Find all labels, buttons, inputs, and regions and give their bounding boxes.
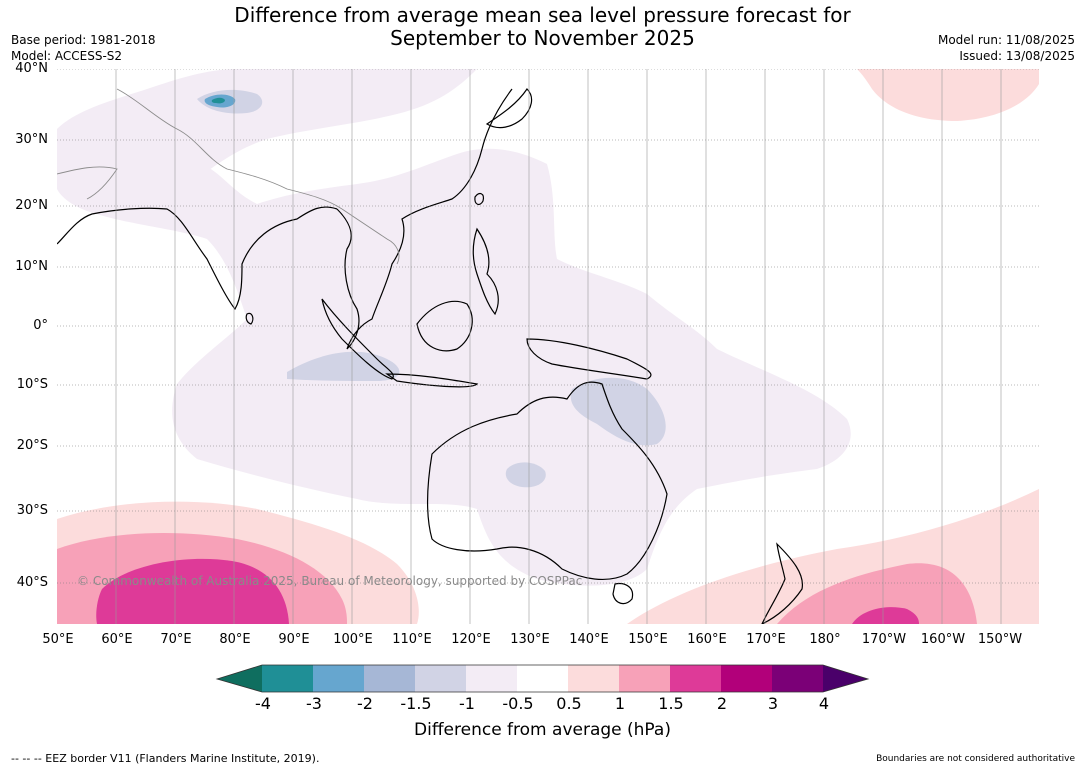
colorbar-segment-neutral (517, 665, 568, 692)
colorbar-tick-2: 2 (716, 694, 728, 713)
issued-date: Issued: 13/08/2025 (959, 49, 1075, 63)
anomaly-region-negative-coral-sea (570, 377, 666, 446)
colorbar-tick-1.5: 1.5 (658, 694, 684, 713)
colorbar-segment-4-3 (262, 665, 313, 692)
lon-label-130e: 130°E (510, 632, 550, 647)
boundary-disclaimer: Boundaries are not considered authoritat… (876, 754, 1075, 764)
anomaly-region-positive-north-pacific (857, 69, 1039, 121)
coastline-philippines (472, 227, 499, 316)
colorbar-segment-above-4 (823, 665, 868, 692)
title-line-2: September to November 2025 (390, 26, 695, 50)
lon-label-80e: 80°E (219, 632, 251, 647)
lat-label-40s: 40°S (16, 575, 48, 590)
anomaly-region-very-strong-negative-tibet (211, 97, 225, 104)
anomaly-region-negative-australia (505, 462, 546, 488)
title-line-1: Difference from average mean sea level p… (234, 3, 851, 27)
copyright-notice: © Commonwealth of Australia 2025, Bureau… (77, 574, 583, 588)
lon-label-170e: 170°E (746, 632, 786, 647)
lon-label-160e: 160°E (687, 632, 727, 647)
colorbar-tick--0.5: -0.5 (502, 694, 534, 713)
colorbar-segment-1-15 (619, 665, 670, 692)
meta-right: Model run: 11/08/2025 Issued: 13/08/2025 (938, 32, 1075, 64)
coastline-australia (426, 381, 668, 580)
colorbar-tick--4: -4 (255, 694, 271, 713)
colorbar-outline (215, 664, 870, 693)
lon-label-100e: 100°E (333, 632, 373, 647)
lat-label-30s: 30°S (16, 503, 48, 518)
model-name: Model: ACCESS-S2 (11, 49, 123, 63)
anomaly-region-positive-south-pacific-strong (852, 607, 919, 624)
map-title: Difference from average mean sea level p… (0, 4, 1085, 50)
coastline-sumatra (321, 298, 394, 380)
coastlines (57, 88, 804, 624)
map-panel (57, 69, 1039, 624)
colorbar-tick-4: 4 (818, 694, 830, 713)
lon-label-50e: 50°E (42, 632, 74, 647)
coastline-borneo (416, 300, 473, 352)
colorbar-segment-15-1 (415, 665, 466, 692)
coastline-new-zealand (761, 542, 804, 624)
colorbar-label: Difference from average (hPa) (414, 720, 671, 740)
coastline-sri-lanka (245, 312, 254, 325)
lon-label-180: 180° (809, 632, 841, 647)
anomaly-region-positive-south-indian-strong (96, 558, 289, 624)
anomaly-region-negative-indonesia (287, 351, 400, 381)
border-indochina (341, 208, 400, 265)
meta-left: Base period: 1981-2018 Model: ACCESS-S2 (11, 32, 156, 64)
colorbar-tick--3: -3 (306, 694, 322, 713)
anomaly-region-positive-south-pacific-mid (777, 563, 977, 624)
colorbar-segment-2-15 (364, 665, 415, 692)
lat-label-20n: 20°N (15, 198, 48, 213)
lat-label-10s: 10°S (16, 377, 48, 392)
lon-label-150e: 150°E (628, 632, 668, 647)
lon-label-120e: 120°E (451, 632, 491, 647)
lon-label-70e: 70°E (160, 632, 192, 647)
base-period: Base period: 1981-2018 (11, 33, 156, 47)
colorbar-tick-3: 3 (767, 694, 779, 713)
lon-label-110e: 110°E (392, 632, 432, 647)
lon-label-140e: 140°E (569, 632, 609, 647)
pressure-anomaly-map (57, 69, 1039, 624)
lat-label-10n: 10°N (15, 259, 48, 274)
coastline-arabia-india (57, 206, 338, 311)
lat-label-0: 0° (33, 318, 48, 333)
lon-label-160w: 160°W (920, 632, 966, 647)
anomaly-region-light-negative (57, 129, 851, 586)
coastline-tasmania (612, 582, 634, 605)
colorbar-tick-0.5: 0.5 (556, 694, 582, 713)
colorbar-segment-05-1 (568, 665, 619, 692)
colorbar-segment-3-4 (772, 665, 823, 692)
coastline-taiwan (474, 192, 484, 206)
eez-footnote: -- -- -- EEZ border V11 (Flanders Marine… (11, 752, 320, 765)
lat-label-30n: 30°N (15, 132, 48, 147)
lat-label-20s: 20°S (16, 438, 48, 453)
colorbar (215, 664, 870, 693)
lon-label-150w: 150°W (977, 632, 1023, 647)
anomaly-region-north-india (57, 69, 477, 179)
coastline-japan (485, 88, 533, 129)
colorbar-tick-1: 1 (614, 694, 626, 713)
lon-label-90e: 90°E (278, 632, 310, 647)
colorbar-tick--1: -1 (459, 694, 475, 713)
colorbar-segment-15-2 (670, 665, 721, 692)
model-run: Model run: 11/08/2025 (937, 33, 1075, 47)
colorbar-segment-2-3 (721, 665, 772, 692)
graticule-meridians (115, 69, 1002, 624)
colorbar-segment-1-05 (466, 665, 517, 692)
colorbar-tick--2: -2 (357, 694, 373, 713)
colorbar-tick--1.5: -1.5 (400, 694, 432, 713)
coastline-java (385, 373, 479, 388)
border-middle-east (57, 166, 118, 200)
country-borders (57, 88, 400, 265)
colorbar-segment-3-2 (313, 665, 364, 692)
lon-label-60e: 60°E (101, 632, 133, 647)
coastline-indochina (336, 88, 513, 350)
lat-label-40n: 40°N (15, 61, 48, 76)
lon-label-170w: 170°W (861, 632, 907, 647)
border-south-asia (116, 88, 343, 210)
colorbar-segment-below-4 (217, 665, 262, 692)
